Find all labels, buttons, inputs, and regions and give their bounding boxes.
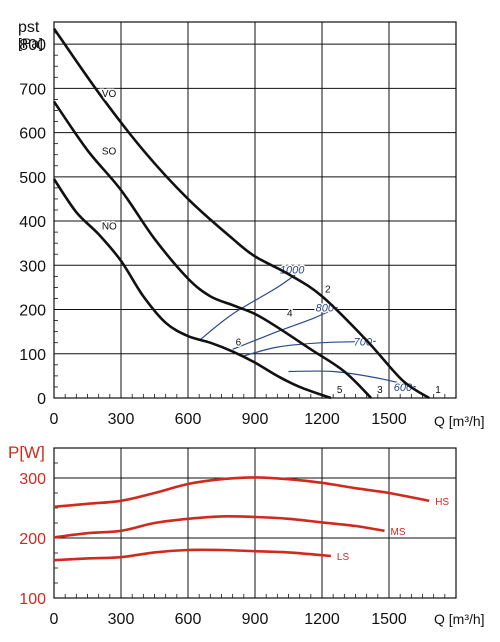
top-x-tick-label: 300 — [108, 411, 135, 428]
top-point-label: 4 — [287, 309, 293, 320]
top-y-tick-label: 400 — [19, 214, 46, 231]
top-series-line — [52, 27, 430, 400]
top-iso-line — [243, 340, 376, 357]
top-x-tick-label: 600 — [175, 411, 202, 428]
top-y-tick-label: 200 — [19, 303, 46, 320]
top-series-label: VO — [102, 89, 117, 100]
top-iso-line — [198, 269, 303, 341]
bottom-x-tick-label: 900 — [242, 611, 269, 628]
top-x-tick-label: 1200 — [304, 411, 340, 428]
top-y-tick-label: 800 — [19, 37, 46, 54]
bottom-series-label: MS — [391, 527, 406, 538]
top-point-label: 6 — [236, 337, 242, 348]
top-y-tick-label: 100 — [19, 347, 46, 364]
top-y-axis-unit: [Pa] — [18, 35, 43, 51]
bottom-series-label: LS — [337, 552, 350, 563]
top-y-tick-label: 0 — [37, 391, 46, 408]
top-x-tick-label: 1500 — [371, 411, 407, 428]
top-series-label: SO — [102, 146, 117, 157]
bottom-series-line — [53, 548, 332, 562]
top-iso-line — [232, 306, 338, 350]
top-y-tick-label: 600 — [19, 126, 46, 143]
top-iso-line-label: 700 — [354, 336, 373, 348]
top-series-end-label: 5 — [337, 385, 343, 396]
bottom-x-tick-label: 1500 — [371, 611, 407, 628]
top-y-tick-label: 300 — [19, 258, 46, 275]
top-series-end-label: 1 — [435, 385, 441, 396]
top-y-tick-label: 700 — [19, 81, 46, 98]
bottom-x-tick-label: 300 — [108, 611, 135, 628]
top-series-end-label: 3 — [377, 385, 383, 396]
top-x-axis-label: Q [m³/h] — [434, 413, 485, 429]
top-x-tick-label: 0 — [50, 411, 59, 428]
bottom-y-tick-label: 200 — [19, 531, 46, 548]
bottom-y-axis-label: P[W] — [8, 443, 45, 462]
bottom-x-tick-label: 1200 — [304, 611, 340, 628]
top-x-tick-label: 900 — [242, 411, 269, 428]
top-series-line — [52, 100, 373, 399]
bottom-y-tick-label: 300 — [19, 471, 46, 488]
top-y-axis-label: pst — [18, 19, 40, 36]
bottom-y-tick-label: 100 — [19, 591, 46, 608]
top-y-tick-label: 500 — [19, 170, 46, 187]
top-series-line — [52, 178, 332, 400]
top-iso-line — [288, 370, 416, 388]
top-point-label: 2 — [325, 284, 331, 295]
top-series-label: NO — [102, 221, 117, 232]
bottom-series-line — [53, 515, 385, 539]
bottom-x-tick-label: 0 — [50, 611, 59, 628]
bottom-x-tick-label: 600 — [175, 611, 202, 628]
bottom-series-label: HS — [435, 497, 449, 508]
bottom-x-axis-label: Q [m³/h] — [434, 611, 485, 627]
bottom-series-line — [53, 476, 430, 509]
